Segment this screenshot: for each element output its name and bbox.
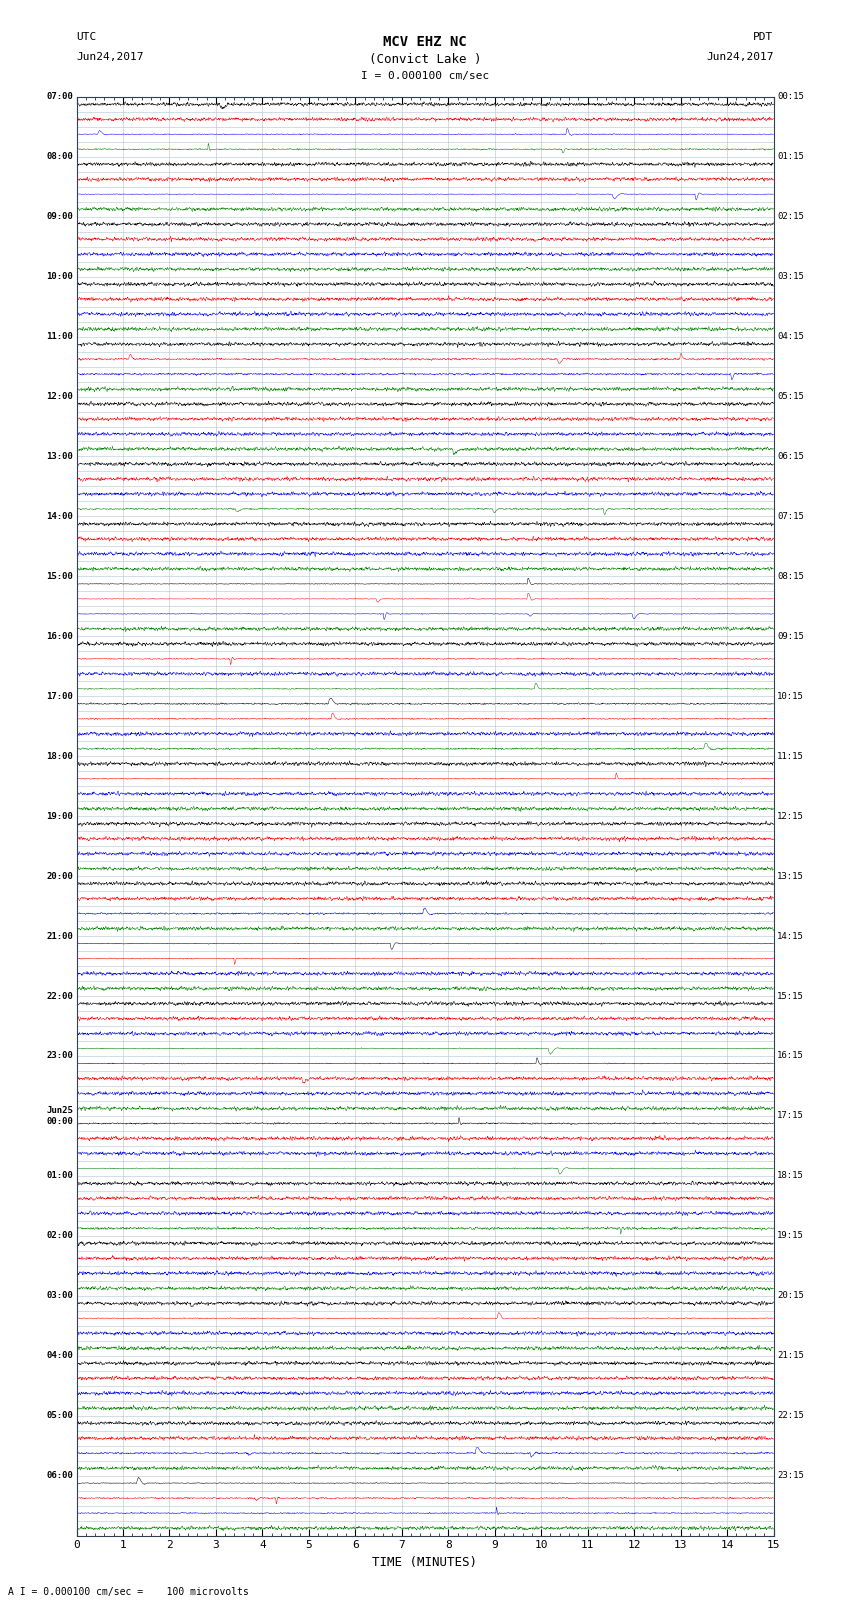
- Text: 09:15: 09:15: [777, 632, 804, 640]
- Text: 06:15: 06:15: [777, 452, 804, 461]
- Text: 14:15: 14:15: [777, 932, 804, 940]
- Text: 04:15: 04:15: [777, 332, 804, 340]
- Text: 15:00: 15:00: [46, 573, 73, 581]
- Text: MCV EHZ NC: MCV EHZ NC: [383, 35, 467, 50]
- Text: 23:15: 23:15: [777, 1471, 804, 1481]
- Text: 07:00: 07:00: [46, 92, 73, 102]
- Text: Jun24,2017: Jun24,2017: [706, 52, 774, 61]
- Text: 02:15: 02:15: [777, 213, 804, 221]
- Text: 16:00: 16:00: [46, 632, 73, 640]
- Text: 17:00: 17:00: [46, 692, 73, 700]
- Text: 21:00: 21:00: [46, 932, 73, 940]
- Text: 07:15: 07:15: [777, 511, 804, 521]
- Text: 05:15: 05:15: [777, 392, 804, 402]
- Text: 19:15: 19:15: [777, 1231, 804, 1240]
- Text: 10:15: 10:15: [777, 692, 804, 700]
- Text: UTC: UTC: [76, 32, 97, 42]
- Text: 05:00: 05:00: [46, 1411, 73, 1419]
- Text: 10:00: 10:00: [46, 273, 73, 281]
- Text: 06:00: 06:00: [46, 1471, 73, 1481]
- Text: 02:00: 02:00: [46, 1231, 73, 1240]
- Text: 22:00: 22:00: [46, 992, 73, 1000]
- Text: (Convict Lake ): (Convict Lake ): [369, 53, 481, 66]
- Text: 21:15: 21:15: [777, 1352, 804, 1360]
- Text: PDT: PDT: [753, 32, 774, 42]
- Text: 20:00: 20:00: [46, 871, 73, 881]
- Text: 14:00: 14:00: [46, 511, 73, 521]
- Text: 13:15: 13:15: [777, 871, 804, 881]
- Text: 17:15: 17:15: [777, 1111, 804, 1121]
- Text: 11:00: 11:00: [46, 332, 73, 340]
- Text: 01:00: 01:00: [46, 1171, 73, 1181]
- Text: A I = 0.000100 cm/sec =    100 microvolts: A I = 0.000100 cm/sec = 100 microvolts: [8, 1587, 249, 1597]
- Text: 03:00: 03:00: [46, 1292, 73, 1300]
- Text: 16:15: 16:15: [777, 1052, 804, 1060]
- Text: 12:15: 12:15: [777, 811, 804, 821]
- Text: 09:00: 09:00: [46, 213, 73, 221]
- Text: 11:15: 11:15: [777, 752, 804, 761]
- Text: 08:15: 08:15: [777, 573, 804, 581]
- Text: 15:15: 15:15: [777, 992, 804, 1000]
- Text: 18:15: 18:15: [777, 1171, 804, 1181]
- Text: 00:15: 00:15: [777, 92, 804, 102]
- Text: 20:15: 20:15: [777, 1292, 804, 1300]
- Text: 01:15: 01:15: [777, 152, 804, 161]
- Text: 03:15: 03:15: [777, 273, 804, 281]
- Text: 23:00: 23:00: [46, 1052, 73, 1060]
- Text: 18:00: 18:00: [46, 752, 73, 761]
- Text: 12:00: 12:00: [46, 392, 73, 402]
- Text: I = 0.000100 cm/sec: I = 0.000100 cm/sec: [361, 71, 489, 81]
- Text: 04:00: 04:00: [46, 1352, 73, 1360]
- Text: 13:00: 13:00: [46, 452, 73, 461]
- Text: 08:00: 08:00: [46, 152, 73, 161]
- X-axis label: TIME (MINUTES): TIME (MINUTES): [372, 1557, 478, 1569]
- Text: 19:00: 19:00: [46, 811, 73, 821]
- Text: 22:15: 22:15: [777, 1411, 804, 1419]
- Text: Jun24,2017: Jun24,2017: [76, 52, 144, 61]
- Text: Jun25
00:00: Jun25 00:00: [46, 1107, 73, 1126]
